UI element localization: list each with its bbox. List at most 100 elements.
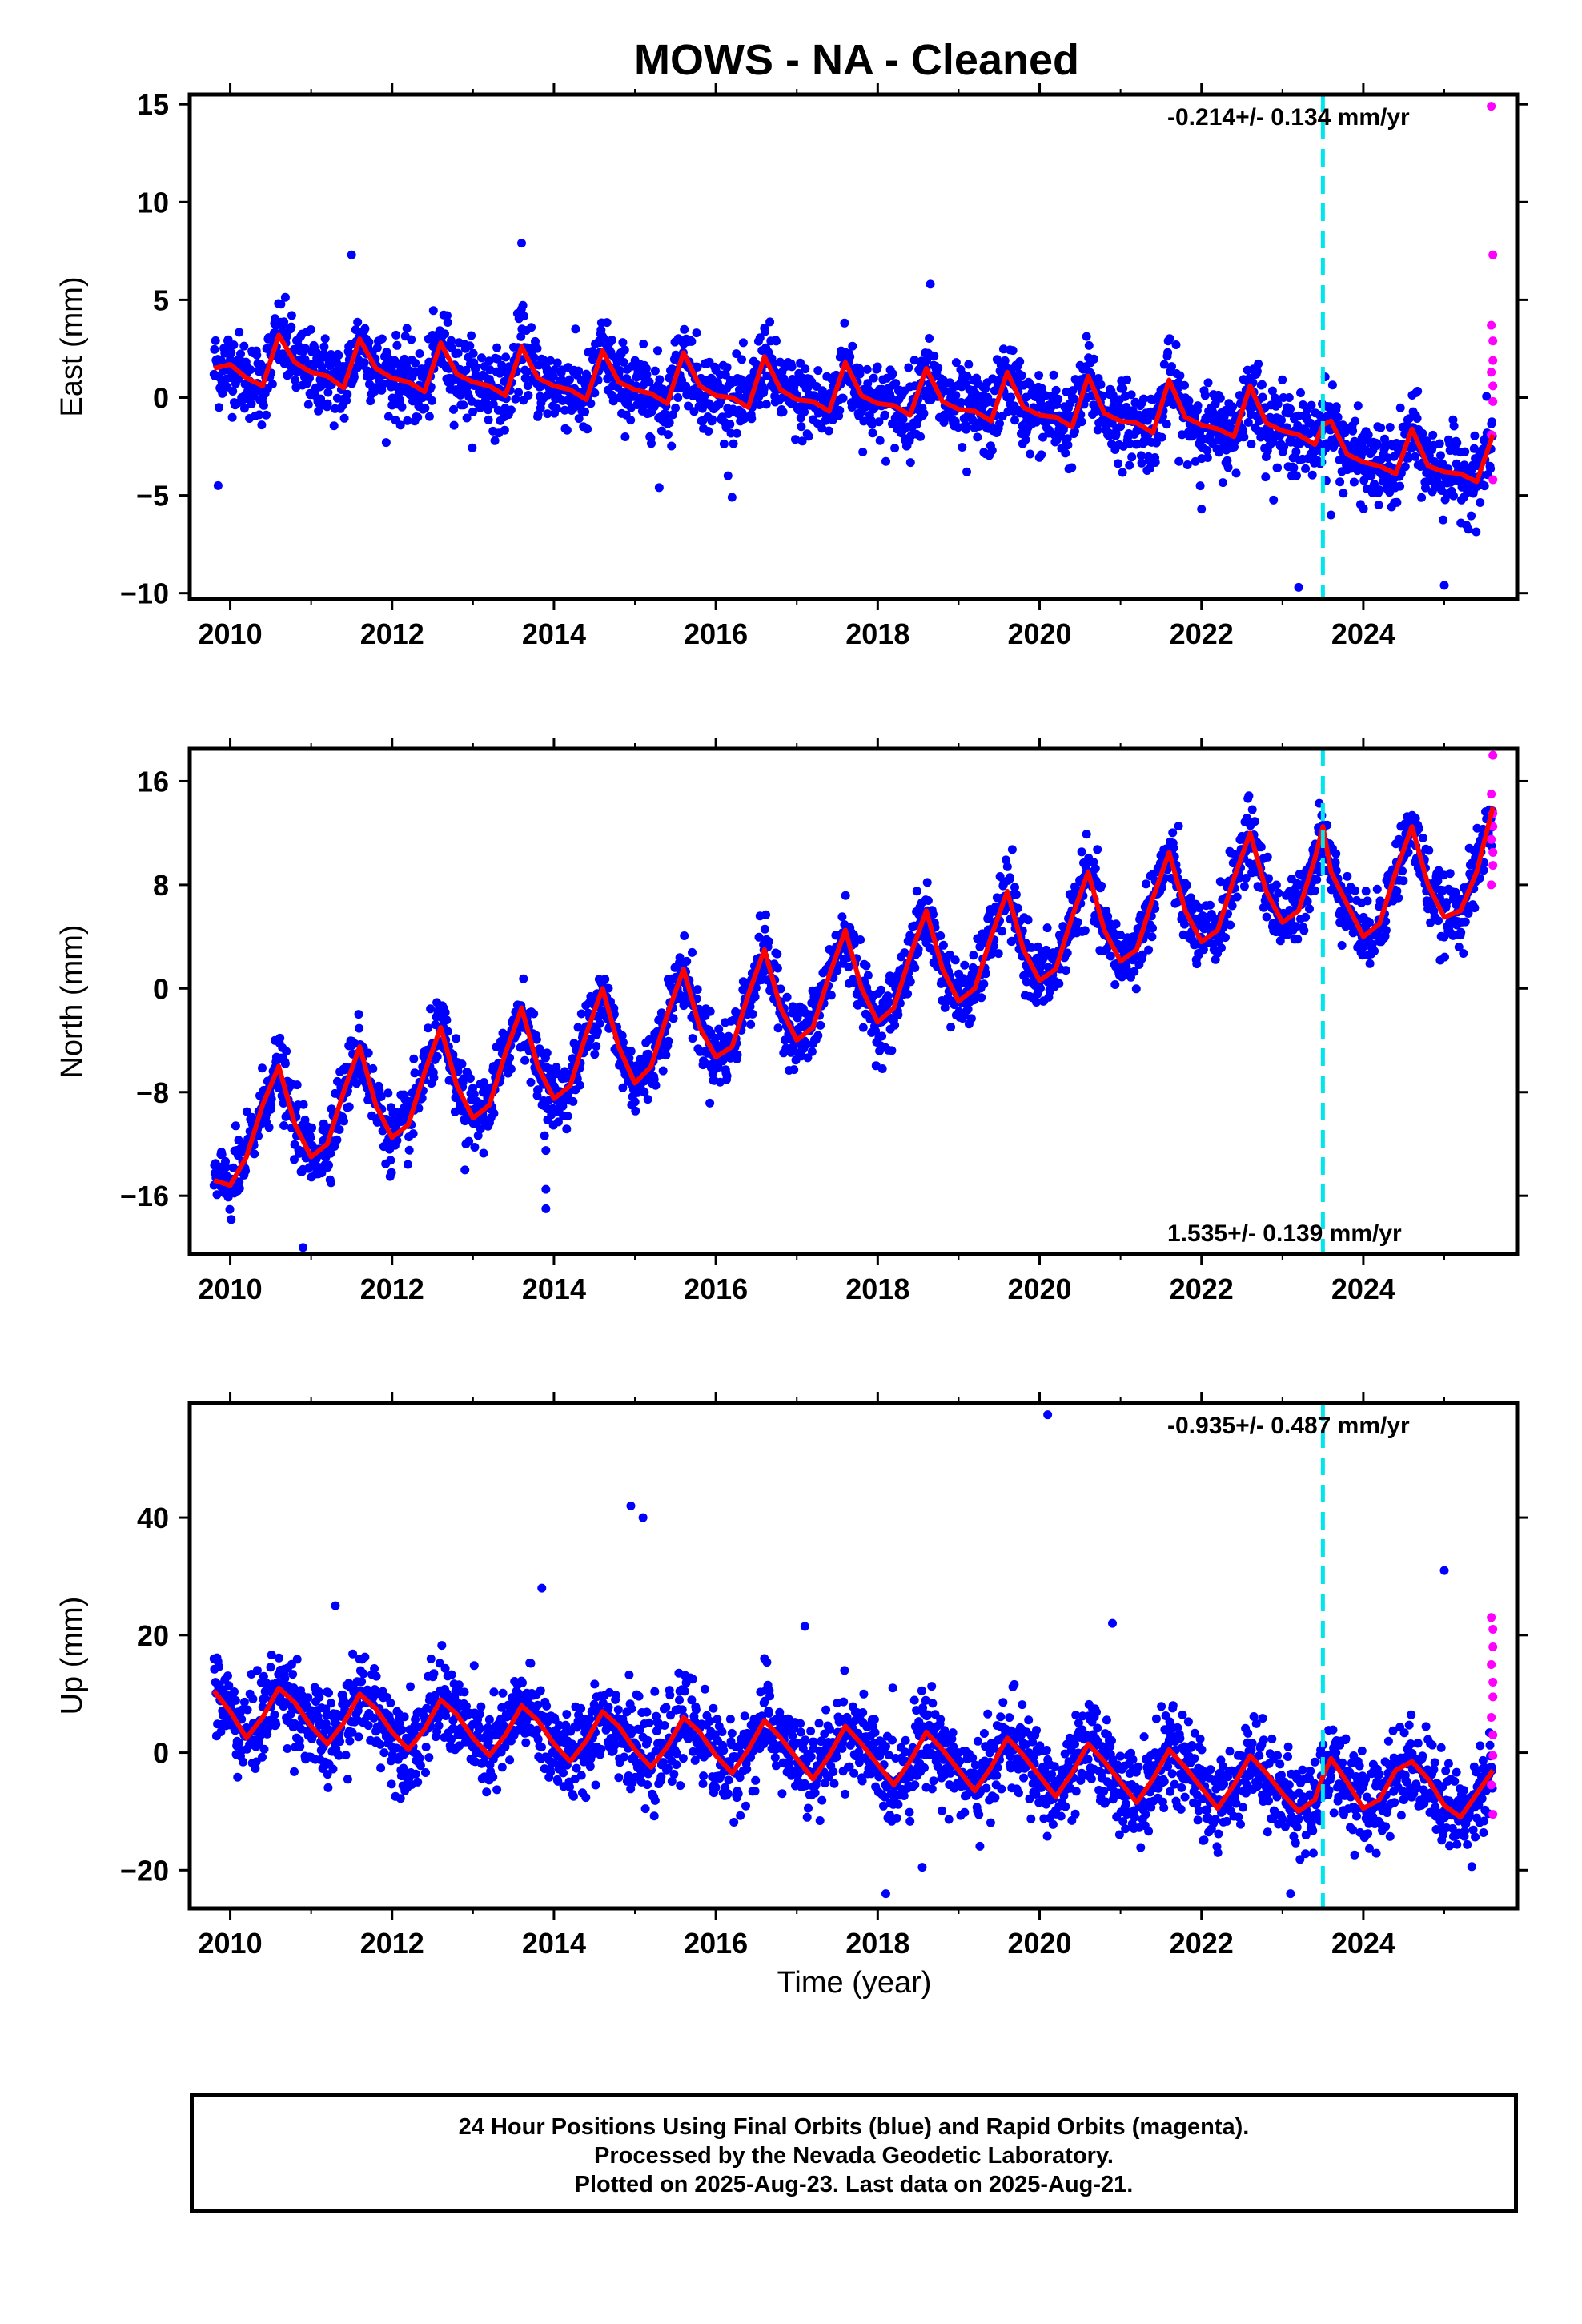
data-point (403, 416, 412, 425)
data-point (604, 983, 613, 993)
data-point (619, 357, 628, 367)
data-point (553, 1117, 563, 1127)
data-point (291, 376, 300, 385)
data-point (905, 977, 915, 987)
data-point (934, 364, 943, 372)
data-point (962, 372, 972, 381)
data-point (904, 363, 913, 372)
data-point (1264, 874, 1273, 883)
data-point (1151, 438, 1161, 448)
data-point (506, 405, 516, 415)
data-point (1273, 463, 1283, 472)
east-plot-area (209, 94, 1498, 599)
data-point (951, 391, 961, 400)
data-point (919, 408, 929, 418)
data-point (1274, 888, 1283, 898)
data-point (1130, 967, 1139, 976)
x-tick-label: 2024 (1331, 617, 1395, 650)
data-point (1221, 933, 1230, 943)
north-final-orbit-points (209, 791, 1497, 1252)
data-point (916, 432, 926, 441)
data-point (1122, 375, 1132, 384)
y-tick-label: 0 (153, 381, 169, 414)
data-point (1139, 394, 1148, 404)
data-point (463, 382, 472, 392)
outlier-point (962, 467, 972, 476)
data-point (877, 1064, 887, 1073)
data-point (858, 1023, 868, 1032)
data-point (1114, 459, 1122, 468)
data-point (1061, 966, 1070, 975)
data-point (468, 407, 477, 416)
data-point (675, 953, 685, 963)
data-point (1436, 451, 1445, 460)
data-point (887, 1046, 897, 1055)
data-point (449, 420, 459, 430)
data-point (276, 300, 286, 309)
data-point (381, 438, 391, 448)
data-point (452, 1034, 461, 1043)
data-point (1267, 386, 1277, 396)
data-point (590, 1050, 600, 1059)
data-point (1449, 421, 1459, 431)
data-point (877, 1031, 887, 1041)
north-plot-area (209, 749, 1498, 1254)
data-point (267, 380, 277, 389)
data-point (407, 335, 416, 344)
data-point (1307, 400, 1316, 410)
data-point (323, 399, 332, 408)
data-point (218, 388, 227, 398)
data-point (307, 1123, 317, 1132)
rapid-point (1488, 250, 1498, 259)
data-point (1116, 422, 1126, 432)
data-point (1372, 439, 1382, 448)
data-point (1002, 855, 1010, 865)
x-tick-label: 2020 (1007, 617, 1071, 650)
data-point (1096, 380, 1106, 389)
data-point (1482, 392, 1492, 401)
data-point (697, 404, 707, 413)
data-point (259, 400, 268, 410)
data-point (1351, 416, 1360, 426)
data-point (1082, 830, 1091, 839)
data-point (459, 400, 468, 410)
data-point (501, 352, 511, 362)
data-point (773, 1023, 783, 1033)
data-point (1126, 390, 1136, 400)
data-point (723, 471, 733, 480)
data-point (1021, 435, 1030, 444)
data-point (299, 1100, 308, 1109)
data-point (1305, 904, 1314, 914)
data-point (791, 435, 800, 444)
data-point (1263, 852, 1272, 862)
data-point (1277, 416, 1286, 425)
data-point (366, 396, 375, 406)
data-point (922, 356, 931, 365)
data-point (856, 935, 865, 944)
data-point (440, 1007, 450, 1017)
data-point (1307, 470, 1317, 480)
data-point (1395, 481, 1405, 491)
data-point (669, 410, 677, 420)
y-tick-label: 10 (137, 186, 169, 219)
data-point (1487, 417, 1496, 427)
data-point (1395, 403, 1405, 412)
data-point (888, 369, 897, 379)
y-tick-label: −10 (120, 577, 169, 610)
data-point (761, 400, 771, 409)
data-point (339, 413, 349, 423)
data-point (592, 1042, 601, 1051)
data-point (332, 1135, 342, 1144)
data-point (658, 384, 668, 394)
data-point (1413, 387, 1423, 396)
data-point (1412, 414, 1422, 423)
data-point (1439, 515, 1448, 525)
data-point (529, 353, 539, 363)
data-point (243, 1107, 251, 1116)
data-point (1098, 391, 1107, 400)
data-point (1239, 882, 1249, 891)
data-point (687, 336, 697, 346)
data-point (1167, 362, 1176, 372)
data-point (1026, 380, 1035, 390)
data-point (323, 388, 333, 397)
